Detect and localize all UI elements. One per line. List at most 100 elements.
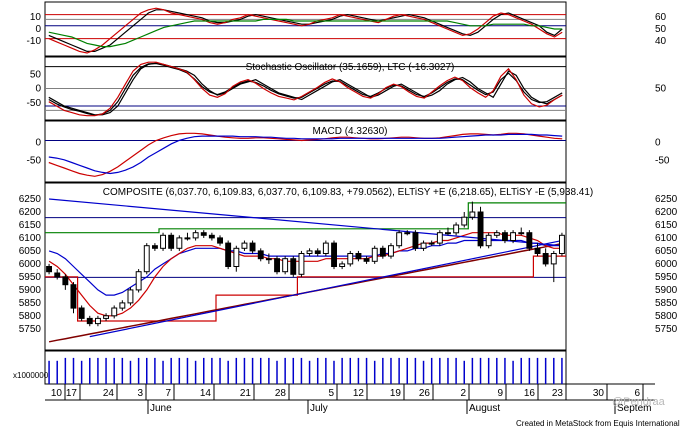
indicator-lines <box>48 7 563 177</box>
candle-body-14 <box>160 234 167 249</box>
x-tick-label-2: 24 <box>103 388 115 399</box>
stochastic-ytick-left-2: -50 <box>27 98 42 109</box>
candle-body-46 <box>420 242 427 249</box>
macd-series-1 <box>48 133 563 175</box>
price-ytick-right-4: 6050 <box>655 246 678 257</box>
x-tick-label-3: 3 <box>137 388 143 399</box>
watermark: @Pendraa <box>612 396 666 408</box>
candle-body-36 <box>339 263 346 267</box>
top-ytick-left-2: -10 <box>27 36 42 47</box>
top-ytick-right-0: 60 <box>655 12 667 23</box>
candle-body-49 <box>445 232 451 235</box>
candle-body-35 <box>331 242 338 268</box>
x-tick-label-5: 14 <box>200 388 212 399</box>
candle-body-11 <box>135 271 142 291</box>
price-ytick-right-2: 6150 <box>655 220 678 231</box>
candle-body-57 <box>510 232 517 241</box>
macd-title: MACD (4.32630) <box>312 126 387 137</box>
top-series-0 <box>48 9 563 53</box>
envelope-lower-line <box>45 255 566 322</box>
top-ytick-right-1: 50 <box>655 24 667 35</box>
candle-body-32 <box>306 250 313 254</box>
macd-series-0 <box>48 132 563 177</box>
candle-body-18 <box>192 232 199 239</box>
panel-frames <box>44 1 655 385</box>
envelope-upper-line <box>45 202 566 234</box>
top-ytick-left-1: 0 <box>35 24 41 35</box>
candle-body-16 <box>176 237 183 249</box>
candle-body-40 <box>371 247 378 262</box>
x-tick-label-12: 2 <box>460 388 466 399</box>
candle-body-0 <box>46 266 52 273</box>
candle-body-29 <box>282 258 289 273</box>
top-ytick-right-2: 40 <box>655 36 667 47</box>
stochastic-ytick-left-1: 0 <box>35 84 41 95</box>
candle-body-50 <box>453 224 460 234</box>
candle-body-43 <box>396 232 403 247</box>
candle-body-45 <box>412 232 419 249</box>
trendline-1 <box>89 239 563 338</box>
month-label-1: July <box>310 403 328 414</box>
price-ytick-left-1: 6200 <box>19 207 42 218</box>
price-ytick-left-10: 5750 <box>19 324 42 335</box>
price-ytick-left-6: 5950 <box>19 272 42 283</box>
month-label-0: June <box>150 403 172 414</box>
stochastic-series-0 <box>48 62 563 116</box>
x-tick-label-6: 21 <box>240 388 252 399</box>
candle-body-61 <box>542 253 549 265</box>
x-tick-label-13: 9 <box>497 388 503 399</box>
candle-body-3 <box>70 284 77 309</box>
candle-body-58 <box>518 232 525 235</box>
candle-body-4 <box>78 307 85 319</box>
price-ytick-right-9: 5800 <box>655 311 678 322</box>
candle-body-63 <box>559 234 565 255</box>
candle-body-9 <box>119 302 126 309</box>
candle-body-31 <box>298 253 305 275</box>
candle-body-51 <box>461 216 468 226</box>
candle-body-1 <box>54 272 61 278</box>
macd-ytick-left-1: -50 <box>27 156 42 167</box>
price-ytick-right-10: 5750 <box>655 324 678 335</box>
candle-body-12 <box>143 245 150 273</box>
candle-body-10 <box>127 289 134 304</box>
footer-credit: Created in MetaStock from Equis Internat… <box>516 419 680 428</box>
price-ytick-left-4: 6050 <box>19 246 42 257</box>
price-ytick-left-7: 5900 <box>19 285 42 296</box>
candle-body-2 <box>62 276 69 286</box>
candle-body-37 <box>347 253 354 265</box>
price-ytick-right-6: 5950 <box>655 272 678 283</box>
candle-body-13 <box>152 245 158 249</box>
candle-body-17 <box>184 237 191 240</box>
month-label-3: Septem <box>617 403 651 414</box>
candle-body-55 <box>493 232 500 236</box>
candle-body-34 <box>322 242 329 255</box>
candle-body-44 <box>404 232 411 235</box>
candle-body-23 <box>233 247 240 268</box>
price-ytick-left-5: 6000 <box>19 259 42 270</box>
price-ytick-left-3: 6100 <box>19 233 42 244</box>
candle-body-59 <box>526 232 533 249</box>
panel-frame-4 <box>44 350 567 385</box>
x-tick-label-17: 6 <box>634 388 640 399</box>
stochastic-ytick-right-0: 50 <box>655 84 667 95</box>
x-tick-label-11: 26 <box>419 388 431 399</box>
candle-body-60 <box>534 247 541 255</box>
top-series-1 <box>48 7 563 54</box>
price-ytick-left-0: 6250 <box>19 194 42 205</box>
price-ytick-left-9: 5800 <box>19 311 42 322</box>
panel-frame-0 <box>44 1 567 57</box>
price-ytick-left-8: 5850 <box>19 298 42 309</box>
candle-body-39 <box>363 258 370 262</box>
candle-body-26 <box>257 250 264 260</box>
price-ytick-right-8: 5850 <box>655 298 678 309</box>
candle-body-33 <box>314 250 321 254</box>
candle-body-48 <box>436 232 443 244</box>
stochastic-ytick-left-0: 50 <box>30 69 42 80</box>
candle-body-56 <box>502 232 508 241</box>
x-tick-label-0: 10 <box>51 388 63 399</box>
candle-body-15 <box>168 234 175 249</box>
price-ytick-left-2: 6150 <box>19 220 42 231</box>
volume-bars <box>48 357 563 384</box>
candle-body-62 <box>550 253 557 265</box>
candle-body-20 <box>208 234 215 239</box>
